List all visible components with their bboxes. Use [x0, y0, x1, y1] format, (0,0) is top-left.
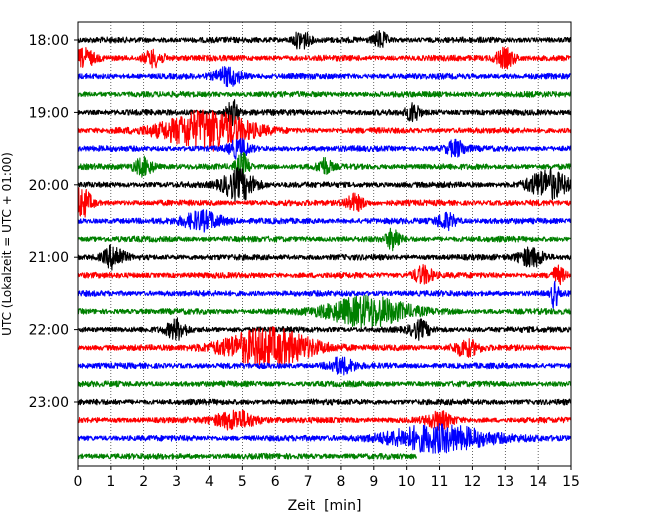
x-tick-label: 4	[205, 474, 214, 490]
seismogram-trace-2115	[77, 263, 572, 286]
x-tick-label: 6	[271, 474, 280, 490]
x-tick-label: 14	[529, 474, 547, 490]
x-tick-label: 2	[139, 474, 148, 490]
x-axis-ticks: 0 1 2 3 4 5 6 7 8 9 10 11 12 13 14 15	[74, 466, 580, 490]
seismogram-trace-2030	[77, 209, 572, 233]
x-tick-label: 9	[369, 474, 378, 490]
seismogram-trace-2100	[77, 244, 572, 271]
seismogram-trace-2230	[77, 356, 572, 376]
seismogram-trace-2200	[77, 317, 572, 341]
x-axis-label: Zeit [min]	[288, 498, 362, 514]
seismogram-trace-2300	[77, 398, 572, 406]
x-tick-label: 15	[562, 474, 580, 490]
seismogram-trace-1845	[77, 90, 572, 98]
x-tick-label: 1	[106, 474, 115, 490]
x-tick-label: 12	[463, 474, 481, 490]
seismogram-trace-2330	[77, 423, 572, 454]
seismogram-trace-2000	[77, 167, 572, 202]
vertical-grid-lines	[110, 22, 539, 466]
seismogram-trace-2130	[77, 280, 572, 309]
seismogram-trace-2245	[77, 380, 572, 388]
x-tick-label: 11	[431, 474, 449, 490]
x-tick-label: 3	[172, 474, 181, 490]
seismogram-trace-1945	[77, 151, 572, 181]
seismogram-trace-1930	[77, 137, 571, 160]
y-axis-ticks: 18:00 19:00 20:00 21:00 22:00 23:00	[29, 33, 78, 411]
plot-frame	[77, 21, 572, 467]
seismogram-trace-1830	[77, 66, 571, 88]
y-tick-label: 23:00	[29, 395, 69, 411]
y-tick-label: 21:00	[29, 250, 69, 266]
x-tick-label: 5	[238, 474, 247, 490]
y-tick-label: 19:00	[29, 105, 69, 121]
seismogram-trace-1815	[77, 46, 571, 70]
seismogram-trace-1915	[77, 109, 572, 152]
x-tick-label: 13	[496, 474, 514, 490]
seismogram-traces	[77, 30, 572, 460]
seismogram-trace-1900	[77, 99, 572, 127]
y-axis-label: UTC (Lokalzeit = UTC + 01:00)	[0, 152, 14, 336]
x-tick-label: 8	[336, 474, 345, 490]
y-tick-label: 18:00	[29, 33, 69, 49]
seismogram-trace-2215	[77, 326, 572, 368]
x-tick-label: 0	[74, 474, 83, 490]
seismogram-trace-2045	[77, 227, 571, 252]
y-tick-label: 20:00	[29, 178, 69, 194]
seismogram-trace-1800	[77, 30, 572, 50]
seismogram-trace-2015	[77, 187, 572, 218]
seismogram-trace-2345	[77, 452, 417, 460]
x-tick-label: 7	[304, 474, 313, 490]
y-tick-label: 22:00	[29, 323, 69, 339]
seismogram-trace-2315	[77, 409, 572, 431]
x-tick-label: 10	[398, 474, 416, 490]
seismogram-trace-2145	[77, 294, 572, 329]
